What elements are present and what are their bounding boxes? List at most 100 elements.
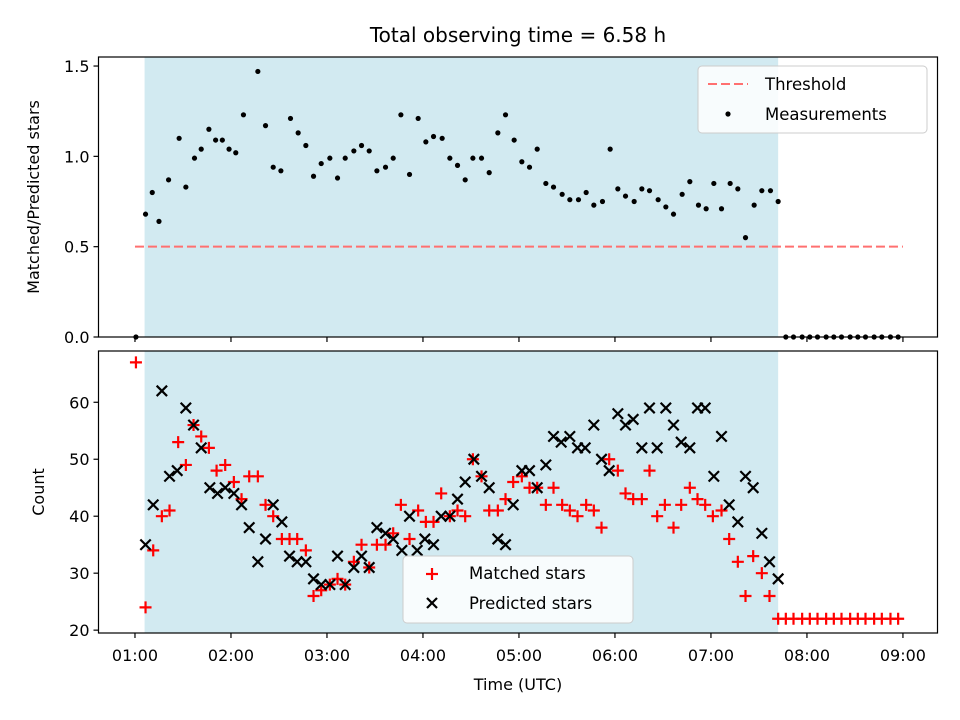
threshold-legend-label: Threshold bbox=[764, 75, 846, 94]
predicted-star-point bbox=[323, 578, 336, 591]
measurement-point bbox=[670, 211, 677, 217]
predicted-star-point bbox=[667, 419, 680, 432]
matched-star-point bbox=[394, 498, 407, 511]
measurement-point bbox=[519, 159, 525, 165]
predicted-star-point bbox=[579, 441, 592, 454]
predicted-star-point bbox=[187, 419, 200, 432]
predicted-star-point bbox=[370, 521, 383, 534]
count-y-tick-label: 30 bbox=[69, 564, 89, 583]
measurement-point bbox=[213, 137, 219, 143]
measurement-point bbox=[255, 68, 261, 75]
predicted-star-point bbox=[267, 498, 280, 511]
measurement-point bbox=[583, 189, 589, 196]
predicted-star-point bbox=[139, 538, 152, 551]
matched-star-point bbox=[403, 533, 416, 545]
measurement-point bbox=[149, 189, 155, 196]
measurement-point bbox=[142, 211, 149, 217]
matched-star-point bbox=[667, 521, 680, 534]
predicted-star-point bbox=[731, 515, 744, 528]
x-tick-label: 08:00 bbox=[784, 646, 830, 665]
measurement-point bbox=[478, 155, 485, 161]
matched-star-point bbox=[556, 498, 569, 511]
predicted-star-point bbox=[747, 481, 760, 494]
measurement-point bbox=[695, 202, 702, 208]
matched-star-point bbox=[723, 533, 736, 545]
measurement-point bbox=[646, 188, 653, 194]
measurement-point bbox=[374, 168, 380, 174]
predicted-star-point bbox=[155, 384, 168, 397]
measurement-point bbox=[165, 177, 172, 183]
predicted-star-point bbox=[411, 544, 424, 557]
matched-star-point bbox=[219, 458, 232, 471]
matched-star-point bbox=[547, 481, 560, 494]
matched-star-point bbox=[603, 453, 616, 466]
ratio-panel: 0.0 0.5 1.0 1.5 Total observing time = 6.58… bbox=[24, 23, 939, 347]
predicted-star-point bbox=[587, 419, 600, 432]
count-panel-frame bbox=[97, 350, 939, 634]
measurement-point bbox=[759, 188, 765, 194]
measurement-point bbox=[406, 171, 413, 178]
measurement-point bbox=[511, 137, 517, 143]
measurement-point bbox=[454, 162, 461, 168]
measurement-point bbox=[176, 135, 182, 141]
count-y-tick-label: 20 bbox=[69, 621, 89, 640]
matched-star-point bbox=[675, 498, 688, 511]
predicted-star-point bbox=[539, 458, 552, 471]
matched-star-point bbox=[155, 510, 168, 523]
matched-star-point bbox=[331, 572, 344, 585]
predicted-star-point bbox=[219, 481, 232, 494]
predicted-star-point bbox=[363, 561, 376, 574]
measurement-point bbox=[287, 115, 294, 122]
matched-star-point bbox=[147, 544, 160, 557]
matched-star-point bbox=[892, 612, 905, 625]
matched-star-point bbox=[491, 504, 504, 517]
predicted-star-point bbox=[659, 401, 672, 414]
x-axis-label: Time (UTC) bbox=[473, 675, 562, 694]
measurement-point bbox=[631, 198, 637, 205]
predicted-star-point bbox=[387, 533, 400, 545]
matched-star-point bbox=[739, 589, 752, 602]
measurement-point bbox=[567, 197, 573, 203]
count-y-tick-label: 40 bbox=[69, 507, 89, 526]
measurement-point bbox=[278, 168, 284, 174]
measurement-point bbox=[191, 155, 198, 161]
measurement-point bbox=[382, 164, 389, 170]
matched-star-point bbox=[658, 498, 671, 511]
count-y-axis-label: Count bbox=[29, 468, 48, 516]
measurement-point bbox=[559, 191, 565, 197]
measurement-point bbox=[687, 179, 693, 185]
matched-star-point bbox=[731, 555, 744, 568]
measurements-legend-label: Measurements bbox=[765, 105, 887, 124]
matched-star-point bbox=[299, 544, 312, 557]
matched-star-point bbox=[163, 504, 176, 517]
predicted-star-point bbox=[315, 578, 328, 591]
predicted-stars-legend-swatch bbox=[426, 597, 438, 609]
x-tick-label: 09:00 bbox=[880, 646, 926, 665]
matched-star-point bbox=[507, 476, 520, 489]
measurement-point bbox=[262, 123, 269, 129]
measurement-point bbox=[534, 146, 540, 152]
predicted-star-point bbox=[307, 572, 320, 585]
matched-star-point bbox=[755, 567, 768, 580]
measurement-point bbox=[767, 188, 774, 194]
measurement-point bbox=[711, 180, 717, 187]
predicted-star-point bbox=[403, 510, 416, 523]
measurement-point bbox=[358, 142, 365, 149]
matched-star-point bbox=[251, 470, 264, 483]
matched-star-point bbox=[715, 504, 728, 517]
predicted-star-point bbox=[203, 481, 216, 494]
observing-window-span bbox=[144, 57, 779, 337]
predicted-star-point bbox=[299, 555, 312, 568]
predicted-star-point bbox=[619, 419, 632, 432]
predicted-stars-series bbox=[139, 384, 785, 591]
measurements-legend-swatch bbox=[725, 111, 731, 117]
measurement-point bbox=[351, 148, 357, 154]
predicted-star-point bbox=[163, 470, 176, 483]
matched-star-point bbox=[763, 589, 776, 602]
measurement-point bbox=[615, 186, 621, 192]
predicted-star-point bbox=[171, 464, 184, 477]
predicted-star-point bbox=[259, 533, 272, 545]
predicted-star-point bbox=[395, 544, 408, 557]
x-tick-label: 05:00 bbox=[496, 646, 542, 665]
predicted-stars-legend-label: Predicted stars bbox=[469, 594, 592, 613]
